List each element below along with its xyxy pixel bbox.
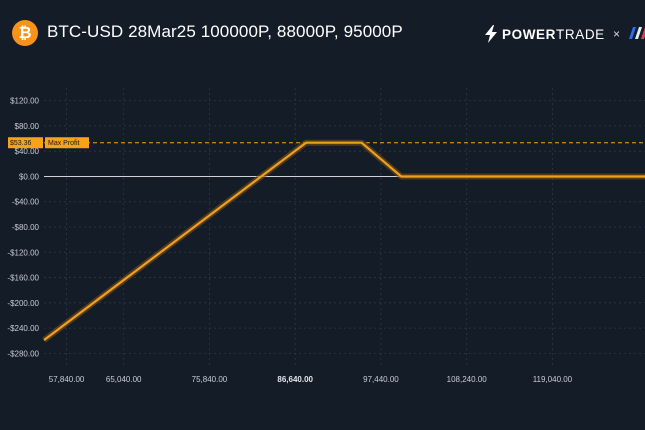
instrument-title: BTC-USD 28Mar25 100000P, 88000P, 95000P bbox=[47, 22, 403, 41]
y-tick-label: -$240.00 bbox=[7, 324, 39, 333]
x-tick-label: 119,040.00 bbox=[533, 375, 573, 384]
x-tick-label: 75,840.00 bbox=[192, 375, 228, 384]
y-tick-label: $120.00 bbox=[10, 97, 39, 106]
y-tick-label: $40.00 bbox=[15, 147, 40, 156]
y-tick-label: -$40.00 bbox=[12, 198, 40, 207]
y-tick-label: $0.00 bbox=[19, 172, 40, 181]
collab-times-sign: × bbox=[613, 27, 621, 41]
grid-lines bbox=[44, 88, 645, 366]
payoff-line bbox=[43, 141, 645, 341]
lightning-bolt-icon bbox=[485, 25, 497, 43]
payoff-line-glow bbox=[42, 139, 645, 343]
chart-header: ₿ BTC-USD 28Mar25 100000P, 88000P, 95000… bbox=[0, 0, 645, 68]
brand-name-power: POWER bbox=[502, 26, 557, 42]
bitcoin-icon: ₿ bbox=[12, 20, 38, 46]
x-tick-label: 108,240.00 bbox=[447, 375, 488, 384]
x-tick-label: 97,440.00 bbox=[363, 375, 399, 384]
y-axis-ticks: $120.00 $80.00 $40.00 $0.00 -$40.00 -$80.00 -$… bbox=[7, 97, 39, 359]
max-profit-label: Max Profit bbox=[48, 140, 80, 147]
brand-name-trade: TRADE bbox=[556, 26, 605, 42]
max-profit-value: $53.36 bbox=[10, 140, 32, 147]
y-tick-label: -$120.00 bbox=[7, 248, 39, 257]
payoff-series bbox=[42, 139, 645, 343]
max-profit-label-box bbox=[45, 137, 89, 149]
y-tick-label: $80.00 bbox=[15, 122, 40, 131]
y-tick-label: -$200.00 bbox=[7, 299, 39, 308]
partner-logo-icon bbox=[629, 27, 645, 39]
x-axis-ticks: 57,840.00 65,040.00 75,840.00 86,640.00 97,4… bbox=[49, 375, 573, 384]
max-profit-badge: $53.36 Max Profit bbox=[8, 137, 89, 149]
powertrade-logo: POWERTRADE bbox=[484, 24, 605, 44]
max-profit-value-box bbox=[8, 137, 43, 149]
y-tick-label: -$160.00 bbox=[7, 274, 39, 283]
y-tick-label: -$280.00 bbox=[7, 349, 39, 358]
x-tick-label: 57,840.00 bbox=[49, 375, 85, 384]
x-tick-label: 65,040.00 bbox=[106, 375, 142, 384]
x-tick-label: 86,640.00 bbox=[277, 375, 313, 384]
y-tick-label: -$80.00 bbox=[12, 223, 40, 232]
